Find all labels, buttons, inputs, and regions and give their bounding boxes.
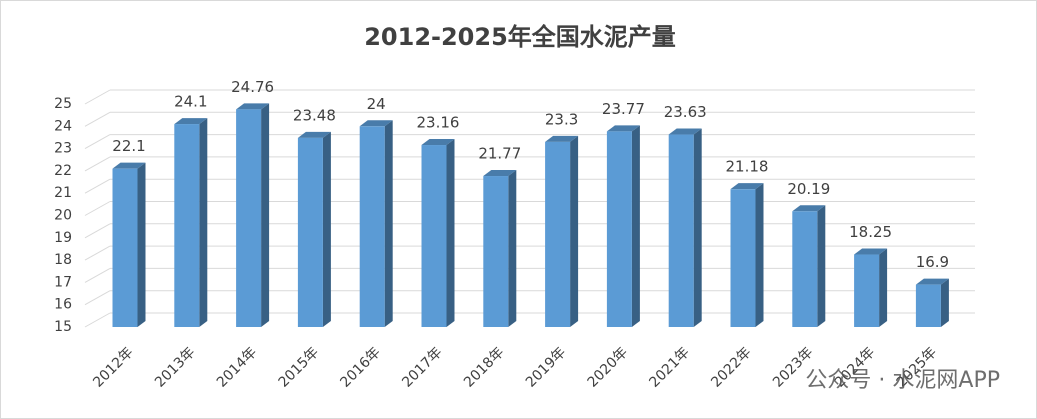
value-label: 23.3 <box>545 110 578 128</box>
bar-top <box>236 103 270 110</box>
bar-side <box>570 135 579 327</box>
value-label: 18.25 <box>849 223 892 241</box>
value-label: 16.9 <box>916 253 949 271</box>
chart-title: 2012-2025年全国水泥产量 <box>364 23 676 51</box>
grid-line-side <box>84 89 111 105</box>
y-tick-label: 21 <box>54 185 72 201</box>
bar-top <box>668 128 702 135</box>
grid-line-side <box>84 312 111 328</box>
bar-top <box>483 170 517 177</box>
bar <box>606 131 632 327</box>
bar-side <box>631 125 640 327</box>
bar-side <box>693 128 702 327</box>
value-label: 24.1 <box>174 93 207 111</box>
grid-line-side <box>84 245 111 261</box>
y-tick-label: 15 <box>54 319 72 335</box>
bar-side <box>261 103 270 328</box>
y-tick-label: 20 <box>54 208 72 224</box>
y-tick-label: 22 <box>54 163 72 179</box>
y-tick-label: 19 <box>54 230 72 246</box>
bar-top <box>792 205 826 212</box>
bar <box>854 254 880 327</box>
bar <box>730 189 756 327</box>
value-label: 24.76 <box>231 78 274 96</box>
y-tick-label: 17 <box>54 274 72 290</box>
bar-side <box>137 162 146 327</box>
bar-top <box>730 183 764 190</box>
bar <box>112 168 138 327</box>
bar-side <box>817 205 826 327</box>
grid-line-side <box>84 223 111 239</box>
bar <box>174 124 200 327</box>
bar <box>421 145 447 327</box>
value-label: 21.18 <box>726 158 769 176</box>
bar <box>545 141 571 327</box>
y-tick-label: 18 <box>54 252 72 268</box>
bar-top <box>421 139 455 146</box>
grid-line-side <box>84 267 111 283</box>
grid-line-side <box>84 178 111 194</box>
value-label: 24 <box>367 95 386 113</box>
bar-top <box>297 131 331 138</box>
grid-line-side <box>84 134 111 150</box>
bar-top <box>359 120 393 127</box>
y-tick-label: 25 <box>54 96 72 112</box>
bar-side <box>322 131 331 327</box>
bar-top <box>112 162 146 169</box>
grid-line-side <box>84 111 111 127</box>
bar <box>359 126 385 327</box>
y-tick-label: 16 <box>54 297 72 313</box>
value-label: 23.77 <box>602 100 645 118</box>
bar-top <box>915 278 949 285</box>
bar-side <box>755 183 764 327</box>
bar-top <box>545 135 579 142</box>
bar-side <box>446 139 455 327</box>
bar <box>236 109 262 328</box>
grid-line-side <box>84 156 111 172</box>
bar-side <box>940 278 949 327</box>
bar-top <box>854 248 888 255</box>
grid-line-side <box>84 201 111 216</box>
bar <box>483 176 509 327</box>
bar <box>297 137 323 327</box>
bar-top <box>606 125 640 132</box>
grid-line-side <box>84 290 111 306</box>
y-tick-label: 24 <box>54 118 72 134</box>
bar <box>668 134 694 327</box>
bar-side <box>508 170 517 327</box>
bar-top <box>174 118 208 125</box>
value-label: 21.77 <box>478 145 521 163</box>
value-label: 23.63 <box>664 103 707 121</box>
value-label: 23.48 <box>293 106 336 124</box>
bar <box>792 211 818 327</box>
watermark: 公众号 · 水泥网APP <box>805 368 1000 393</box>
value-label: 23.16 <box>417 114 460 132</box>
value-label: 20.19 <box>787 180 830 198</box>
bar-side <box>199 118 208 327</box>
bar <box>915 284 941 327</box>
value-label: 22.1 <box>112 137 145 155</box>
bar-side <box>384 120 393 327</box>
y-tick-label: 23 <box>54 141 72 157</box>
bar-side <box>879 248 888 327</box>
